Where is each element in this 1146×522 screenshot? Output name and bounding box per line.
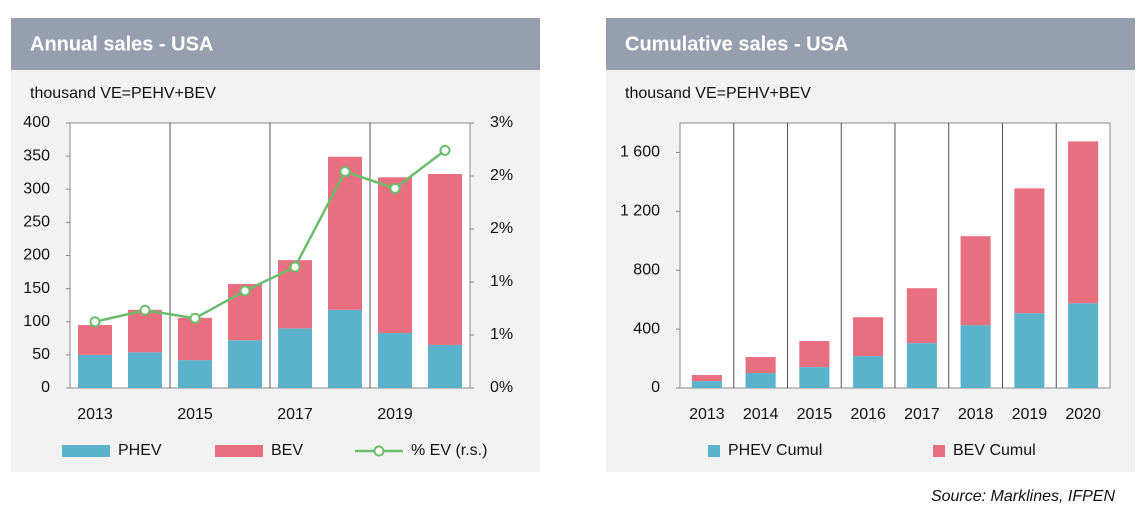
line-marker [439,144,451,156]
y-tick-label: 0 [41,379,50,396]
bar [906,343,937,388]
bar [178,360,212,388]
bar [691,375,722,382]
legend-swatch [62,445,110,457]
line [94,149,446,323]
panel-header [606,18,1135,70]
x-tick-label: 2017 [904,406,940,423]
bar [328,156,362,310]
bar [691,381,722,388]
bar [1068,141,1099,304]
y2-tick-label: 0% [490,379,513,396]
bar [128,309,162,353]
y2-tick-label: 1% [490,273,513,290]
bar [960,325,991,388]
line-marker [339,166,351,178]
y-tick-label: 50 [32,346,50,363]
bar [745,357,776,373]
y-tick-label: 1 600 [620,144,660,161]
x-tick-label: 2018 [958,406,994,423]
chart-subtitle: thousand VE=PEHV+BEV [30,85,216,102]
legend-swatch [708,445,720,457]
bar [78,354,112,388]
bar [853,317,884,357]
bar [428,174,462,345]
y-tick-label: 800 [633,261,660,278]
bar [178,317,212,361]
x-tick-label: 2019 [1012,406,1048,423]
y-tick-label: 1 200 [620,203,660,220]
x-tick-label: 2015 [177,406,213,423]
line-marker [89,316,101,328]
bar [78,325,112,355]
bar [1068,303,1099,388]
bar [278,328,312,388]
x-tick-label: 2017 [277,406,313,423]
y-tick-label: 350 [23,147,50,164]
y-tick-label: 150 [23,280,50,297]
bar [428,344,462,388]
line-marker [189,312,201,324]
legend-label: BEV Cumul [953,442,1036,459]
y-tick-label: 200 [23,247,50,264]
x-tick-label: 2016 [850,406,886,423]
bar [128,352,162,388]
bar [378,333,412,388]
line-marker [139,304,151,316]
line-marker [289,261,301,273]
bar [378,177,412,334]
x-tick-label: 2013 [77,406,113,423]
legend-label: % EV (r.s.) [411,442,487,459]
bar [853,356,884,388]
line-marker [389,182,401,194]
y-tick-label: 100 [23,313,50,330]
line-marker [239,285,251,297]
panel-header [11,18,540,70]
legend-swatch [215,445,263,457]
chart-title: Annual sales - USA [30,33,213,55]
bar [745,372,776,388]
legend-swatch [933,445,945,457]
y2-tick-label: 2% [490,167,513,184]
bar [1014,188,1045,314]
x-tick-label: 2020 [1065,406,1101,423]
bar [1014,313,1045,388]
x-tick-label: 2014 [743,406,779,423]
source: Source: Marklines, IFPEN [931,488,1116,505]
legend-label: BEV [271,442,303,459]
bar [799,367,830,388]
x-tick-label: 2019 [377,406,413,423]
bar [799,341,830,368]
bar [960,236,991,326]
y-tick-label: 250 [23,214,50,231]
y-tick-label: 0 [651,379,660,396]
x-tick-label: 2013 [689,406,725,423]
bar [906,288,937,344]
y-tick-label: 300 [23,180,50,197]
y-tick-label: 400 [633,320,660,337]
bar [328,309,362,388]
y2-tick-label: 1% [490,326,513,343]
legend-label: PHEV [118,442,162,459]
x-tick-label: 2015 [797,406,833,423]
y-tick-label: 400 [23,114,50,131]
legend-marker [373,445,385,457]
y2-tick-label: 3% [490,114,513,131]
chart-title: Cumulative sales - USA [625,33,848,55]
legend-label: PHEV Cumul [728,442,822,459]
chart-subtitle: thousand VE=PEHV+BEV [625,85,811,102]
y2-tick-label: 2% [490,220,513,237]
bar [228,340,262,388]
